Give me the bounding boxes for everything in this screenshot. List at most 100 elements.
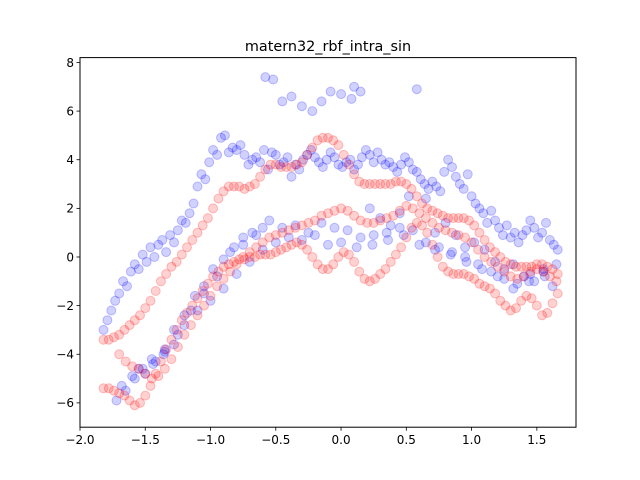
data-point [179,320,190,331]
data-point [182,242,192,253]
data-point [355,86,366,97]
x-tick-label: 1.0 [462,433,481,447]
data-point [392,166,403,177]
data-point [185,305,196,316]
data-point [317,132,328,143]
data-point [296,235,307,245]
data-point [197,220,208,231]
data-point [548,239,559,250]
x-tick-label: −1.5 [131,433,160,447]
data-point [124,395,135,406]
data-point [486,266,497,277]
data-point [223,147,234,158]
data-point [443,213,454,224]
data-point [469,273,480,284]
data-point [239,183,250,194]
data-point [185,320,196,331]
data-point [407,164,418,175]
data-point [244,252,255,262]
data-point [180,217,191,228]
data-point [440,217,451,228]
data-point [213,193,224,204]
data-point [552,288,563,299]
data-point [205,290,216,301]
data-point [158,349,169,360]
x-tick-label: 1.5 [527,433,546,447]
data-point [166,334,177,345]
data-point [403,191,414,202]
data-point [263,164,273,175]
data-point [349,256,360,267]
data-point [401,179,412,189]
data-point [312,135,323,146]
data-point [192,293,203,304]
data-point [364,203,375,214]
data-point [159,344,170,355]
data-point [307,252,318,262]
data-point [270,159,281,170]
data-point [380,264,391,275]
data-point [309,152,320,163]
data-point [406,222,417,233]
data-point [309,230,320,241]
data-point [296,101,307,112]
data-point [407,225,418,236]
data-point [505,271,516,282]
data-point [135,397,145,408]
data-point [229,242,239,253]
data-point [501,220,512,231]
data-point [316,210,327,221]
data-point [218,254,229,265]
data-point [243,159,254,170]
data-point [458,183,469,194]
data-point [470,198,481,209]
data-point [323,208,333,219]
data-point [420,213,431,224]
data-point [511,303,521,314]
data-point [367,239,378,250]
data-point [137,363,148,374]
data-point [192,181,203,192]
x-tick-label: 0.0 [332,433,351,447]
data-point [411,217,422,228]
data-point [98,383,109,394]
data-point [430,244,440,255]
data-point [427,205,438,216]
data-point [422,227,433,238]
data-point [482,217,493,228]
data-point [133,264,144,275]
data-point [521,225,532,236]
data-point [479,281,490,292]
data-point [542,261,553,272]
y-tick-label: 0 [66,250,74,264]
data-point [403,157,414,168]
data-point [290,159,301,170]
data-point [259,145,269,155]
data-point [380,159,391,170]
data-point [277,96,288,107]
data-point [414,239,425,250]
data-point [219,130,230,141]
data-point [129,259,140,270]
data-point [309,215,320,226]
data-point [432,208,443,219]
data-point [303,227,314,238]
data-point [197,286,208,296]
data-point [531,264,542,275]
data-point [531,259,542,270]
data-point [490,215,501,226]
data-point [453,230,464,241]
data-point [290,222,301,233]
data-point [229,181,239,192]
data-point [146,354,157,365]
data-point [298,154,309,165]
data-point [323,239,333,250]
data-point [169,237,179,248]
data-point [336,89,347,100]
data-point [516,261,527,272]
y-tick-label: 6 [66,104,74,118]
data-point [244,256,255,267]
data-point [385,220,396,231]
data-point [150,368,161,379]
data-point [171,324,182,335]
